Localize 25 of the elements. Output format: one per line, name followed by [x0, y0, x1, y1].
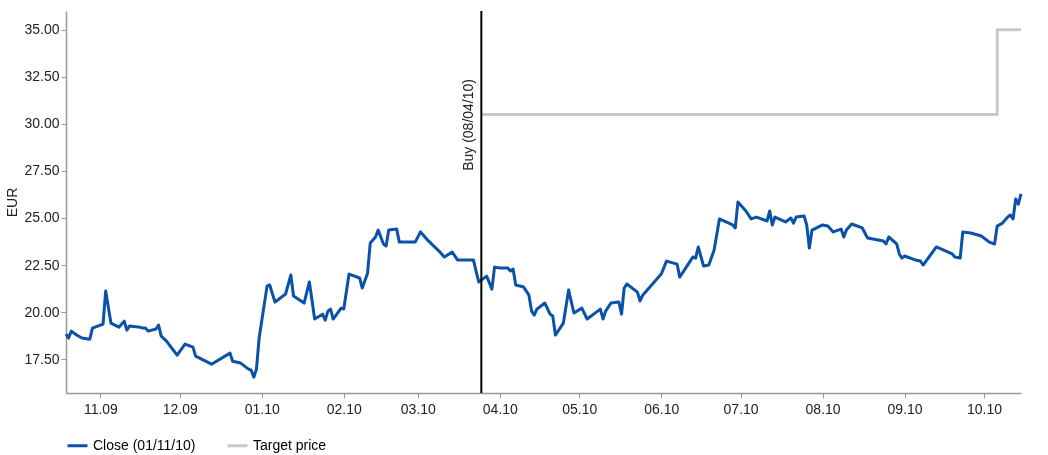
y-tick-label: 25.00	[24, 209, 60, 226]
x-tick-label: 12.09	[162, 400, 198, 417]
x-tick-label: 06.10	[644, 400, 680, 417]
y-axis-title: EUR	[4, 187, 21, 218]
legend-label: Close (01/11/10)	[93, 436, 196, 453]
x-tick-label: 09.10	[887, 400, 923, 417]
y-tick-label: 27.50	[24, 162, 60, 179]
y-tick-label: 32.50	[24, 68, 60, 85]
x-tick-label: 11.09	[83, 400, 119, 417]
x-tick-label: 01.10	[244, 400, 280, 417]
x-tick-label: 05.10	[562, 400, 598, 417]
y-tick-label: 17.50	[24, 350, 60, 367]
y-tick-label: 20.00	[24, 303, 60, 320]
legend-label: Target price	[253, 436, 327, 453]
line-series	[64, 192, 1023, 379]
x-tick-label: 03.10	[400, 400, 437, 417]
ref-line-label: Buy (08/04/10)	[460, 79, 477, 171]
x-tick-label: 07.10	[723, 400, 759, 417]
y-tick-label: 30.00	[24, 115, 60, 132]
y-tick-label: 35.00	[24, 21, 60, 38]
x-tick-label: 10.10	[966, 400, 1003, 417]
x-tick-label: 08.10	[805, 400, 841, 417]
x-tick-label: 04.10	[482, 400, 519, 417]
x-tick-label: 02.10	[326, 400, 362, 417]
y-tick-label: 22.50	[24, 256, 60, 273]
